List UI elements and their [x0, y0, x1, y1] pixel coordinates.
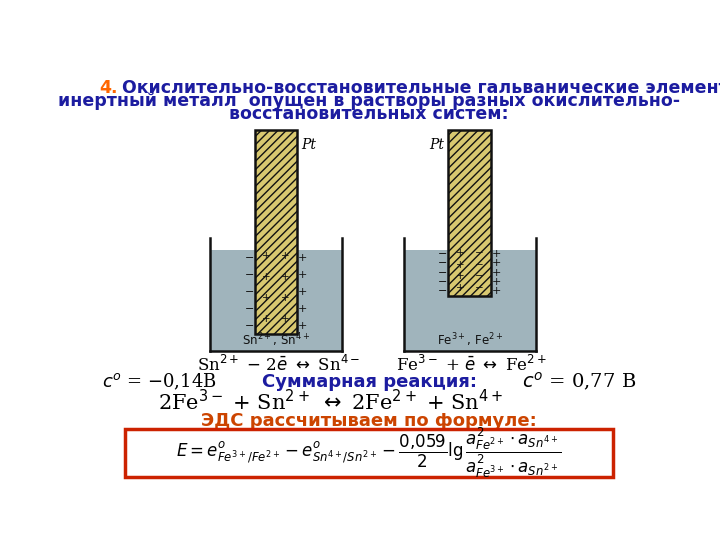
Text: +: + [298, 287, 307, 297]
Text: −: − [474, 248, 484, 258]
Text: +: + [492, 259, 501, 268]
Text: +: + [281, 272, 289, 282]
Text: +: + [262, 293, 271, 303]
Text: восстановительных систем:: восстановительных систем: [229, 105, 509, 123]
Text: −: − [474, 260, 484, 269]
Text: +: + [298, 270, 307, 280]
Text: +: + [492, 277, 501, 287]
Text: −: − [474, 283, 484, 293]
Text: −: − [438, 268, 448, 278]
Text: $c^{o}$ = 0,77 B: $c^{o}$ = 0,77 B [522, 371, 636, 393]
Text: Sn$^{2+}$, Sn$^{4+}$: Sn$^{2+}$, Sn$^{4+}$ [242, 332, 310, 349]
Text: 4.: 4. [99, 79, 118, 97]
Bar [125, 429, 613, 477]
Text: −: − [438, 286, 448, 296]
Text: +: + [492, 249, 501, 259]
Text: +: + [281, 293, 289, 303]
Text: +: + [298, 253, 307, 263]
Text: −: − [245, 321, 254, 331]
Text: Sn$^{2+}$ $-$ 2$\bar{e}$ $\leftrightarrow$ Sn$^{4-}$: Sn$^{2+}$ $-$ 2$\bar{e}$ $\leftrightarro… [197, 355, 360, 375]
Text: +: + [262, 314, 271, 325]
Text: Pt: Pt [430, 138, 444, 152]
Bar [210, 249, 342, 351]
Text: +: + [262, 272, 271, 282]
Text: +: + [298, 304, 307, 314]
Text: +: + [492, 268, 501, 278]
Text: ЭДС рассчитываем по формуле:: ЭДС рассчитываем по формуле: [201, 411, 537, 429]
Text: −: − [245, 287, 254, 297]
Text: Суммарная реакция:: Суммарная реакция: [261, 373, 477, 391]
Bar [449, 130, 491, 296]
Text: Fe$^{3+}$, Fe$^{2+}$: Fe$^{3+}$, Fe$^{2+}$ [436, 332, 503, 349]
Text: +: + [298, 321, 307, 331]
Text: +: + [262, 251, 271, 261]
Text: +: + [456, 283, 464, 293]
Bar [255, 130, 297, 334]
Text: Окислительно-восстановительные гальванические элементы-: Окислительно-восстановительные гальванич… [117, 79, 720, 97]
Text: +: + [281, 251, 289, 261]
Text: −: − [438, 277, 448, 287]
Text: −: − [245, 253, 254, 263]
Text: −: − [474, 271, 484, 281]
Text: инертный металл  опущен в растворы разных окислительно-: инертный металл опущен в растворы разных… [58, 92, 680, 110]
Text: +: + [456, 260, 464, 269]
Text: $E = e^{o}_{Fe^{3+}/Fe^{2+}} - e^{o}_{Sn^{4+}/Sn^{2+}} - \dfrac{0{,}059}{2}\lg\d: $E = e^{o}_{Fe^{3+}/Fe^{2+}} - e^{o}_{Sn… [176, 426, 562, 480]
Text: +: + [281, 314, 289, 325]
Text: −: − [245, 304, 254, 314]
Text: −: − [438, 259, 448, 268]
Text: 2Fe$^{3-}$ + Sn$^{2+}$ $\leftrightarrow$ 2Fe$^{2+}$ + Sn$^{4+}$: 2Fe$^{3-}$ + Sn$^{2+}$ $\leftrightarrow$… [158, 389, 503, 414]
Text: Fe$^{3-}$ + $\bar{e}$ $\leftrightarrow$ Fe$^{2+}$: Fe$^{3-}$ + $\bar{e}$ $\leftrightarrow$ … [397, 355, 548, 375]
Text: +: + [492, 286, 501, 296]
Text: $c^{o}$ = $-$0,14B: $c^{o}$ = $-$0,14B [102, 372, 216, 392]
Bar [404, 249, 536, 351]
Text: +: + [456, 271, 464, 281]
Text: Pt: Pt [301, 138, 316, 152]
Text: +: + [456, 248, 464, 258]
Text: −: − [245, 270, 254, 280]
Text: −: − [438, 249, 448, 259]
